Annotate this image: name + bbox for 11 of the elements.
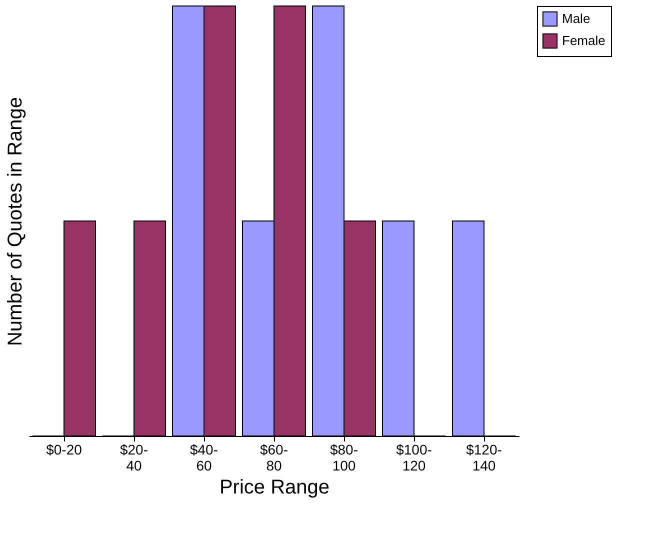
legend-label: Female xyxy=(562,33,606,48)
x-tick-label: $20-40 xyxy=(120,442,148,474)
x-tick-label: $0-20 xyxy=(46,442,82,458)
x-tick-label: $120-140 xyxy=(466,442,502,474)
y-axis-title: Number of Quotes in Range xyxy=(4,96,26,346)
x-tick-label: $40-60 xyxy=(190,442,218,474)
x-tick-label: $60-80 xyxy=(260,442,288,474)
x-tick-label: $80-100 xyxy=(330,442,358,474)
legend-label: Male xyxy=(562,11,590,26)
x-tick-label: $100-120 xyxy=(396,442,432,474)
x-axis-title: Price Range xyxy=(219,476,330,498)
